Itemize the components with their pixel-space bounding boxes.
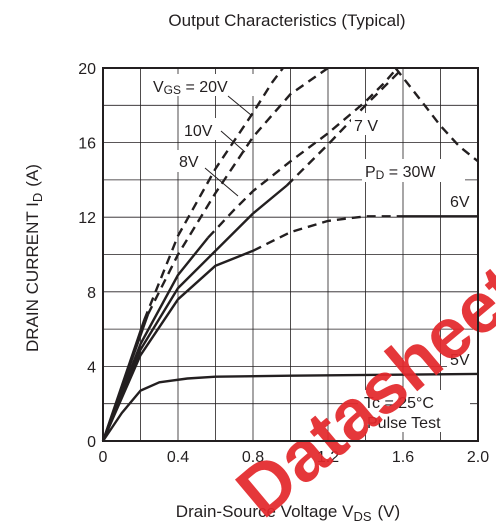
axis-ticks: 0 0.4 0.8 1.2 1.6 2.0 0 4 8 12 16 20 — [78, 61, 489, 466]
curve-pd-30w-dashed — [394, 67, 479, 163]
curve-vgs-20v-dashed — [143, 67, 284, 321]
chart-title: Output Characteristics (Typical) — [168, 11, 405, 30]
x-tick-label: 1.2 — [317, 449, 339, 466]
curve-6v-dashed — [252, 215, 403, 252]
label-vgs-20v: VGS = 20V — [153, 79, 228, 97]
y-axis-title-sub: D — [30, 193, 45, 202]
label-8v: 8V — [179, 154, 199, 171]
y-tick-label: 8 — [87, 285, 96, 302]
grid — [103, 68, 478, 441]
label-5v: 5V — [450, 352, 470, 369]
y-axis-title-unit: (A) — [23, 164, 42, 187]
plot-frame — [102, 67, 479, 442]
label-6v: 6V — [450, 194, 470, 211]
label-pd-30w: PD = 30W — [365, 164, 436, 182]
label-tc-25c: Tc = 25°C — [364, 395, 434, 412]
y-tick-label: 4 — [87, 359, 96, 376]
x-axis-title: Drain-Source Voltage VDS (V) — [176, 502, 400, 524]
label-pulse-test: Pulse Test — [367, 415, 441, 432]
x-tick-label: 2.0 — [467, 449, 489, 466]
y-axis-title: DRAIN CURRENT ID (A) — [23, 164, 45, 352]
curve-6v-solid — [101, 249, 254, 442]
x-tick-label: 0.8 — [242, 449, 264, 466]
x-axis-title-unit: (V) — [378, 502, 401, 521]
y-tick-label: 12 — [78, 210, 96, 227]
y-axis-title-main: DRAIN CURRENT I — [23, 202, 42, 352]
label-10v: 10V — [184, 123, 213, 140]
curve-7v-solid — [101, 184, 288, 442]
curve-10v-dashed — [146, 67, 329, 315]
y-tick-label: 0 — [87, 434, 96, 451]
curve-labels: VGS = 20V 10V 8V 7 V PD = 30W 6V 5V Tc =… — [148, 74, 478, 432]
curves — [101, 67, 479, 442]
x-tick-label: 1.6 — [392, 449, 414, 466]
y-tick-label: 16 — [78, 136, 96, 153]
curve-7v-dashed — [285, 70, 401, 187]
x-tick-label: 0.4 — [167, 449, 189, 466]
curve-8v-dashed — [207, 69, 397, 239]
x-axis-title-sub: DS — [353, 509, 371, 524]
curve-5v-solid — [102, 372, 479, 442]
curve-8v-solid — [101, 236, 209, 442]
label-7v: 7 V — [354, 118, 378, 135]
y-tick-label: 20 — [78, 61, 96, 78]
x-tick-label: 0 — [99, 449, 108, 466]
x-axis-title-main: Drain-Source Voltage V — [176, 502, 354, 521]
